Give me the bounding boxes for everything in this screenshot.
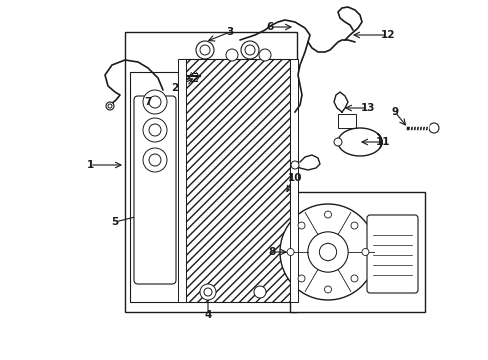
Circle shape: [149, 96, 161, 108]
Circle shape: [106, 102, 114, 110]
Circle shape: [196, 41, 214, 59]
Circle shape: [319, 243, 336, 261]
Circle shape: [241, 41, 259, 59]
Circle shape: [324, 211, 331, 218]
Circle shape: [259, 49, 270, 61]
Circle shape: [142, 90, 167, 114]
Bar: [337, 114, 355, 128]
Circle shape: [149, 124, 161, 136]
Circle shape: [286, 248, 293, 256]
Text: 6: 6: [266, 22, 273, 32]
Circle shape: [290, 161, 298, 169]
Text: 3: 3: [226, 27, 233, 37]
Circle shape: [203, 288, 212, 296]
Text: 1: 1: [86, 160, 93, 170]
FancyBboxPatch shape: [134, 96, 176, 284]
Text: 5: 5: [111, 217, 119, 227]
Circle shape: [225, 49, 238, 61]
Bar: [125, 32, 296, 312]
Circle shape: [324, 286, 331, 293]
Text: 11: 11: [375, 137, 389, 147]
Circle shape: [244, 45, 254, 55]
Bar: [130, 72, 182, 302]
Text: 2: 2: [171, 83, 178, 93]
Circle shape: [142, 118, 167, 142]
Circle shape: [253, 286, 265, 298]
Text: 10: 10: [287, 173, 302, 183]
Text: 12: 12: [380, 30, 394, 40]
Text: 8: 8: [268, 247, 275, 257]
Circle shape: [200, 45, 209, 55]
Circle shape: [361, 248, 368, 256]
Circle shape: [297, 222, 305, 229]
Circle shape: [280, 204, 375, 300]
Bar: [289, 59, 297, 302]
Circle shape: [350, 275, 357, 282]
Circle shape: [307, 232, 347, 272]
Circle shape: [297, 275, 305, 282]
FancyBboxPatch shape: [366, 215, 417, 293]
Circle shape: [350, 222, 357, 229]
Circle shape: [142, 148, 167, 172]
Circle shape: [108, 104, 112, 108]
Circle shape: [428, 123, 438, 133]
Text: 13: 13: [360, 103, 374, 113]
Circle shape: [149, 154, 161, 166]
Bar: [182, 59, 289, 302]
Text: 4: 4: [204, 310, 211, 320]
Circle shape: [333, 138, 341, 146]
Text: 7: 7: [144, 97, 151, 107]
Text: 9: 9: [390, 107, 398, 117]
Circle shape: [200, 284, 216, 300]
Bar: [289, 192, 424, 312]
Bar: [178, 59, 185, 302]
